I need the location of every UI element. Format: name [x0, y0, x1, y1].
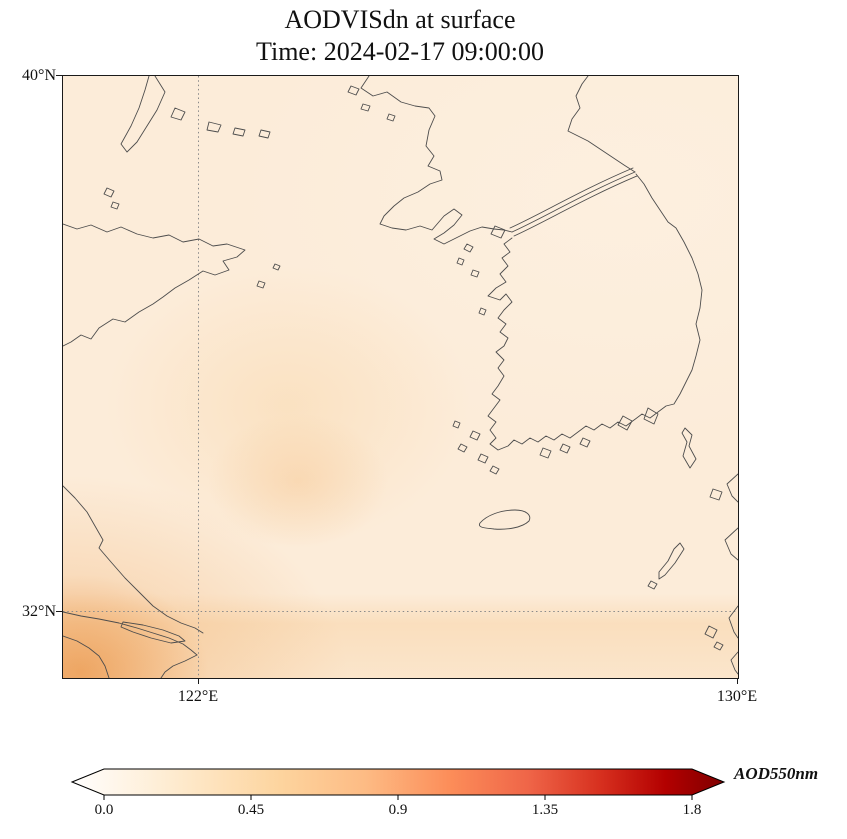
colorbar [66, 766, 738, 811]
lat-tick-label-40n: 40°N [22, 67, 56, 84]
coastline-jiangsu [63, 485, 204, 634]
islands-goto [647, 542, 685, 590]
lon-tick-label-130e: 130°E [716, 688, 758, 705]
gridlines [63, 76, 738, 678]
plot-title: AODVISdn at surface [284, 5, 516, 34]
colorbar-tick-marks [103, 795, 693, 800]
island-koshiki [704, 625, 724, 651]
colorbar-label: AOD550nm [734, 764, 819, 783]
lon-tick-mark-130e [737, 679, 738, 684]
coastlines [63, 76, 738, 678]
islands-south-coast [539, 407, 659, 459]
island-chongming [120, 621, 186, 644]
coastline-nk-east [567, 76, 636, 173]
island-ganghwa [490, 225, 506, 239]
coastline-liaodong [120, 76, 166, 153]
border-dmz-2 [511, 171, 636, 233]
map-panel [62, 75, 739, 679]
island-shandong-e [272, 263, 281, 271]
lon-tick-label-122e: 122°E [177, 688, 219, 705]
lat-tick-mark-32n [56, 611, 62, 612]
colorbar-tick-18: 1.8 [682, 802, 702, 818]
plot-title-block: AODVISdn at surface Time: 2024-02-17 09:… [62, 4, 738, 68]
yangtze-south-bank [63, 611, 198, 656]
islands-yalu-mouth [347, 85, 396, 122]
aod-field [63, 76, 738, 678]
islands-changshan [170, 107, 271, 139]
islands-southwest [452, 420, 500, 475]
colorbar-tick-045: 0.45 [237, 802, 265, 818]
plot-subtitle: Time: 2024-02-17 09:00:00 [256, 37, 544, 66]
coastlines-svg [63, 76, 738, 678]
colorbar-tick-09: 0.9 [388, 802, 408, 818]
coastline-nk-west [360, 76, 513, 245]
islands-bohai-strait [103, 187, 120, 210]
island-jeju [478, 509, 531, 530]
lat-tick-mark-40n [56, 75, 62, 76]
colorbar-bar [70, 768, 726, 796]
island-tsushima [681, 427, 697, 469]
colorbar-tick-0: 0.0 [94, 802, 114, 818]
coastline-korea-main [487, 173, 703, 451]
colorbar-tick-135: 1.35 [531, 802, 559, 818]
coastline-kyushu-west [724, 473, 738, 675]
border-dmz-3 [513, 175, 638, 237]
coastline-shandong [63, 223, 246, 347]
lat-tick-label-32n: 32°N [22, 603, 56, 620]
lon-tick-mark-122e [198, 679, 199, 684]
island-iki [709, 488, 723, 501]
coastline-shanghai [160, 654, 198, 678]
islands-gyeonggi-bay [456, 243, 487, 316]
colorbar-svg [70, 768, 726, 800]
border-dmz-1 [509, 167, 634, 229]
coastline-hangzhou-bay [63, 635, 110, 678]
island-weihai [256, 280, 266, 289]
